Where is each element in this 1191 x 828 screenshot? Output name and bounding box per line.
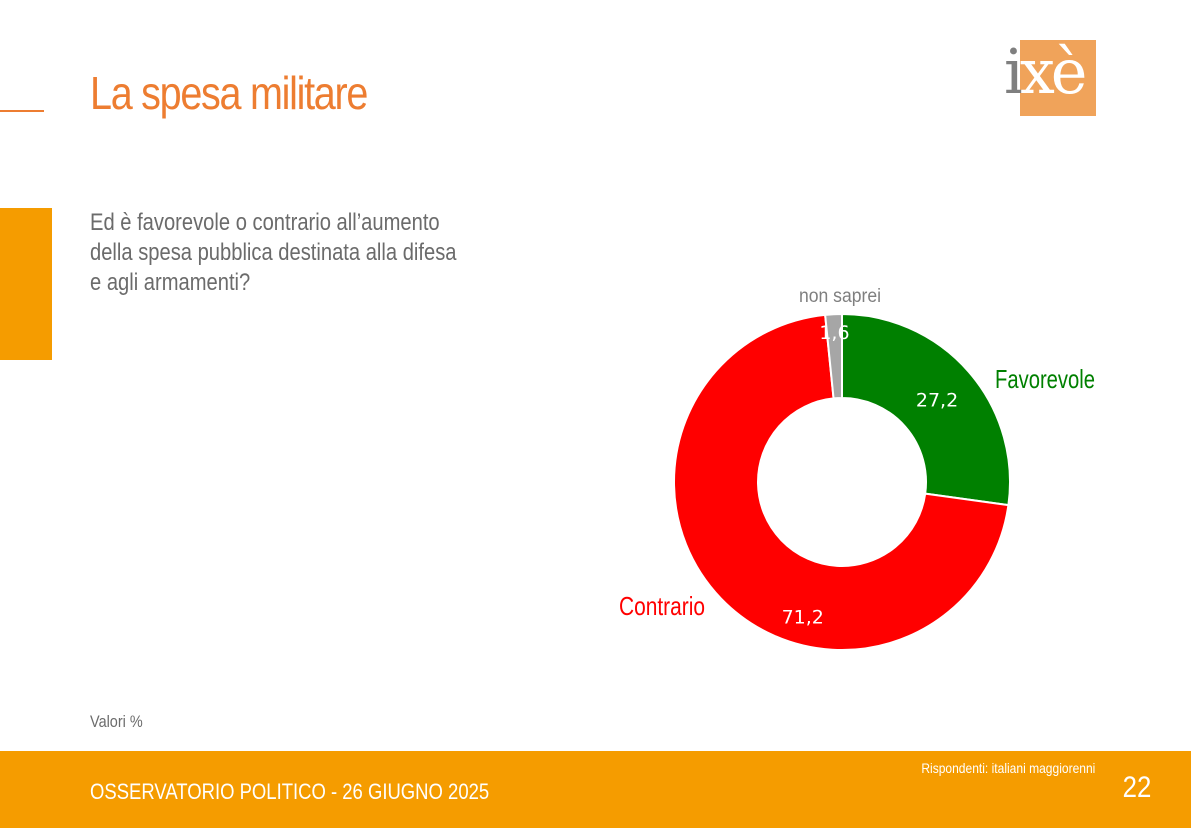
logo-letters-xe: xè [1019, 35, 1088, 108]
category-label: Favorevole [995, 364, 1095, 394]
side-accent-bar [0, 208, 52, 360]
value-label: 1,6 [819, 322, 849, 344]
slice-favorevole [841, 312, 1011, 507]
slice-contrario [673, 313, 1010, 651]
logo-wordmark: ixè [1004, 34, 1088, 110]
value-label: 71,2 [782, 606, 824, 628]
page-title: La spesa militare [90, 67, 368, 119]
value-label: 27,2 [916, 389, 958, 411]
slice-non-saprei [824, 312, 843, 400]
title-rule [0, 110, 44, 112]
footer-survey-title: OSSERVATORIO POLITICO - 26 GIUGNO 2025 [90, 779, 490, 804]
category-label: Contrario [619, 591, 705, 621]
logo-letter-i: i [1004, 35, 1024, 108]
page-number: 22 [1122, 771, 1151, 804]
footer-bar: OSSERVATORIO POLITICO - 26 GIUGNO 2025 R… [0, 751, 1191, 828]
footer-respondents: Rispondenti: italiani maggiorenni [920, 760, 1095, 776]
donut-chart: 27,2 Favorevole 71,2 Contrario 1,6 non saprei [619, 286, 1095, 651]
values-note: Valori % [90, 712, 143, 731]
logo-box [1020, 40, 1096, 116]
ixe-logo: ixè [1004, 35, 1096, 116]
survey-question: Ed è favorevole o contrario all’aumento … [90, 209, 457, 296]
category-label: non saprei [799, 286, 881, 307]
